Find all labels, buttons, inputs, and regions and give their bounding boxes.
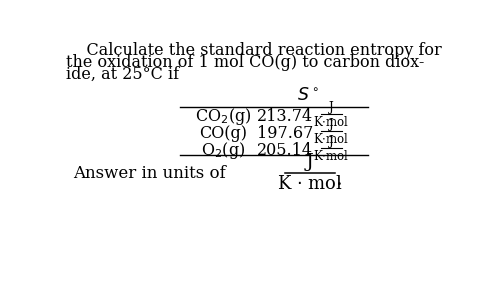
Text: K$\cdot$mol: K$\cdot$mol bbox=[313, 115, 349, 129]
Text: $S^\circ$: $S^\circ$ bbox=[297, 88, 319, 104]
Text: .: . bbox=[336, 170, 343, 189]
Text: K$\cdot$mol: K$\cdot$mol bbox=[313, 132, 349, 146]
Text: Answer in units of: Answer in units of bbox=[74, 165, 226, 182]
Text: J: J bbox=[329, 118, 334, 131]
Text: Calculate the standard reaction entropy for: Calculate the standard reaction entropy … bbox=[66, 42, 441, 59]
Text: K$\cdot$mol: K$\cdot$mol bbox=[313, 149, 349, 163]
Text: ide, at 25°C if: ide, at 25°C if bbox=[66, 66, 179, 83]
Text: O$_2$(g): O$_2$(g) bbox=[201, 140, 245, 161]
Text: CO$_2$(g): CO$_2$(g) bbox=[195, 106, 251, 127]
Text: CO(g): CO(g) bbox=[199, 125, 247, 142]
Text: J: J bbox=[306, 154, 314, 171]
Text: 205.14: 205.14 bbox=[257, 142, 313, 159]
Text: K $\cdot$ mol: K $\cdot$ mol bbox=[277, 174, 343, 192]
Text: J: J bbox=[329, 101, 334, 114]
Text: J: J bbox=[329, 135, 334, 147]
Text: 213.74: 213.74 bbox=[257, 108, 313, 125]
Text: 197.67: 197.67 bbox=[257, 125, 313, 142]
Text: the oxidation of 1 mol CO(g) to carbon diox-: the oxidation of 1 mol CO(g) to carbon d… bbox=[66, 54, 424, 71]
